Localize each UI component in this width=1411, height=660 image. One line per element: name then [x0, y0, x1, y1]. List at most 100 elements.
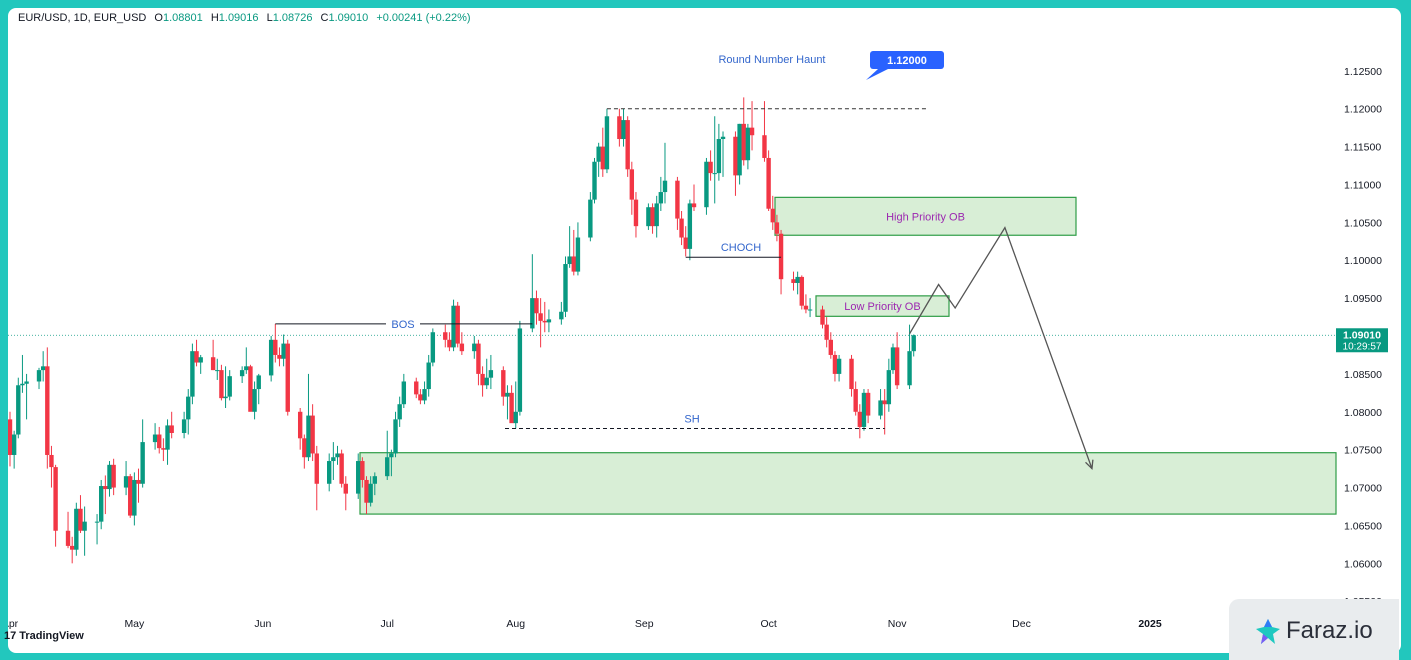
candle-body — [621, 120, 626, 140]
candle — [310, 404, 315, 462]
candle — [629, 161, 635, 215]
candle — [356, 453, 361, 499]
candle — [368, 476, 373, 507]
candle — [194, 339, 199, 367]
candle-body — [24, 381, 29, 384]
x-tick-label: Oct — [760, 618, 776, 630]
candle — [99, 479, 104, 530]
candle — [306, 373, 311, 462]
candle — [472, 336, 477, 359]
candle-body — [297, 411, 303, 439]
y-tick-label: 1.06000 — [1344, 558, 1382, 570]
candle-body — [575, 237, 581, 272]
candle — [894, 332, 900, 390]
candle-body — [451, 305, 456, 348]
candle — [65, 511, 71, 549]
price-callout-pointer — [866, 69, 888, 80]
candle-body — [675, 180, 680, 219]
candle — [795, 271, 800, 295]
candle-body — [343, 483, 348, 494]
candle-body — [861, 392, 867, 427]
low-label: L — [266, 12, 273, 24]
candle — [708, 150, 713, 181]
candle — [339, 449, 344, 488]
low-value: 1.08726 — [272, 12, 313, 24]
y-tick-label: 1.12000 — [1344, 104, 1382, 116]
candle-body — [459, 343, 465, 352]
candle-body — [770, 208, 775, 223]
bos-label-bg — [386, 316, 420, 330]
candle-body — [281, 343, 286, 359]
candle — [244, 347, 249, 374]
candle-body — [654, 203, 659, 227]
tradingview-text: TradingView — [19, 630, 84, 642]
candle-body — [720, 136, 726, 140]
candle — [273, 323, 278, 363]
candle-body — [890, 347, 896, 371]
candle — [186, 389, 191, 435]
candle-body — [49, 454, 54, 468]
candle — [853, 381, 858, 416]
x-tick-label: Dec — [1012, 618, 1031, 630]
candle — [297, 407, 303, 450]
candle-body — [277, 354, 282, 359]
high-value: 1.09016 — [218, 12, 259, 24]
candle-body — [181, 419, 187, 434]
projection-arrowhead — [1085, 459, 1094, 471]
candle-body — [571, 256, 576, 272]
tradingview-logo: 17 TradingView — [4, 630, 84, 642]
candle — [588, 192, 593, 242]
candle-body — [704, 161, 709, 208]
current-price-tag — [1336, 328, 1388, 353]
order-block-zone — [815, 295, 950, 317]
candle-body — [633, 199, 639, 227]
candle-body — [256, 375, 261, 390]
candle-body — [16, 385, 21, 435]
candle — [646, 203, 651, 230]
choch-label: CHOCH — [721, 242, 761, 254]
candle-body — [194, 351, 199, 363]
candle — [455, 301, 460, 348]
order-block-zone — [359, 452, 1337, 515]
candle-body — [716, 139, 722, 174]
candle-body — [865, 392, 871, 416]
candle-body — [103, 486, 108, 490]
candle-body — [820, 309, 825, 325]
candle-body — [426, 362, 431, 390]
candle — [890, 343, 896, 374]
candle — [650, 203, 655, 234]
candle-body — [629, 169, 635, 200]
candle — [397, 396, 402, 427]
candle-body — [20, 383, 25, 386]
candle-body — [443, 332, 448, 340]
candle — [538, 298, 543, 348]
candle — [414, 377, 419, 399]
y-tick-label: 1.12500 — [1344, 66, 1382, 78]
candle-body — [210, 357, 216, 371]
candle-body — [422, 389, 427, 401]
x-tick-label: May — [124, 618, 145, 630]
candle — [94, 514, 100, 545]
candle-body — [99, 486, 104, 522]
candle — [770, 195, 775, 230]
candle-body — [239, 370, 245, 377]
candle — [716, 123, 722, 181]
candle — [658, 176, 664, 211]
candle — [766, 150, 771, 211]
price-chart[interactable]: 1.12500 1.12000 1.11500 1.11000 1.10500 1.100… — [8, 8, 1401, 653]
chart-frame: 1.12500 1.12000 1.11500 1.11000 1.10500 1.100… — [8, 8, 1401, 653]
candle-body — [40, 366, 46, 371]
candle — [675, 176, 680, 230]
candle — [111, 458, 116, 496]
candle — [567, 226, 572, 268]
candle-body — [364, 479, 369, 503]
candle — [107, 461, 112, 497]
candle — [621, 108, 626, 147]
candle — [335, 445, 340, 465]
candle — [248, 364, 253, 412]
candle-body — [430, 332, 436, 363]
candle-body — [662, 180, 668, 193]
candle — [140, 419, 145, 488]
candle-body — [186, 396, 191, 420]
candle-body — [882, 400, 887, 405]
